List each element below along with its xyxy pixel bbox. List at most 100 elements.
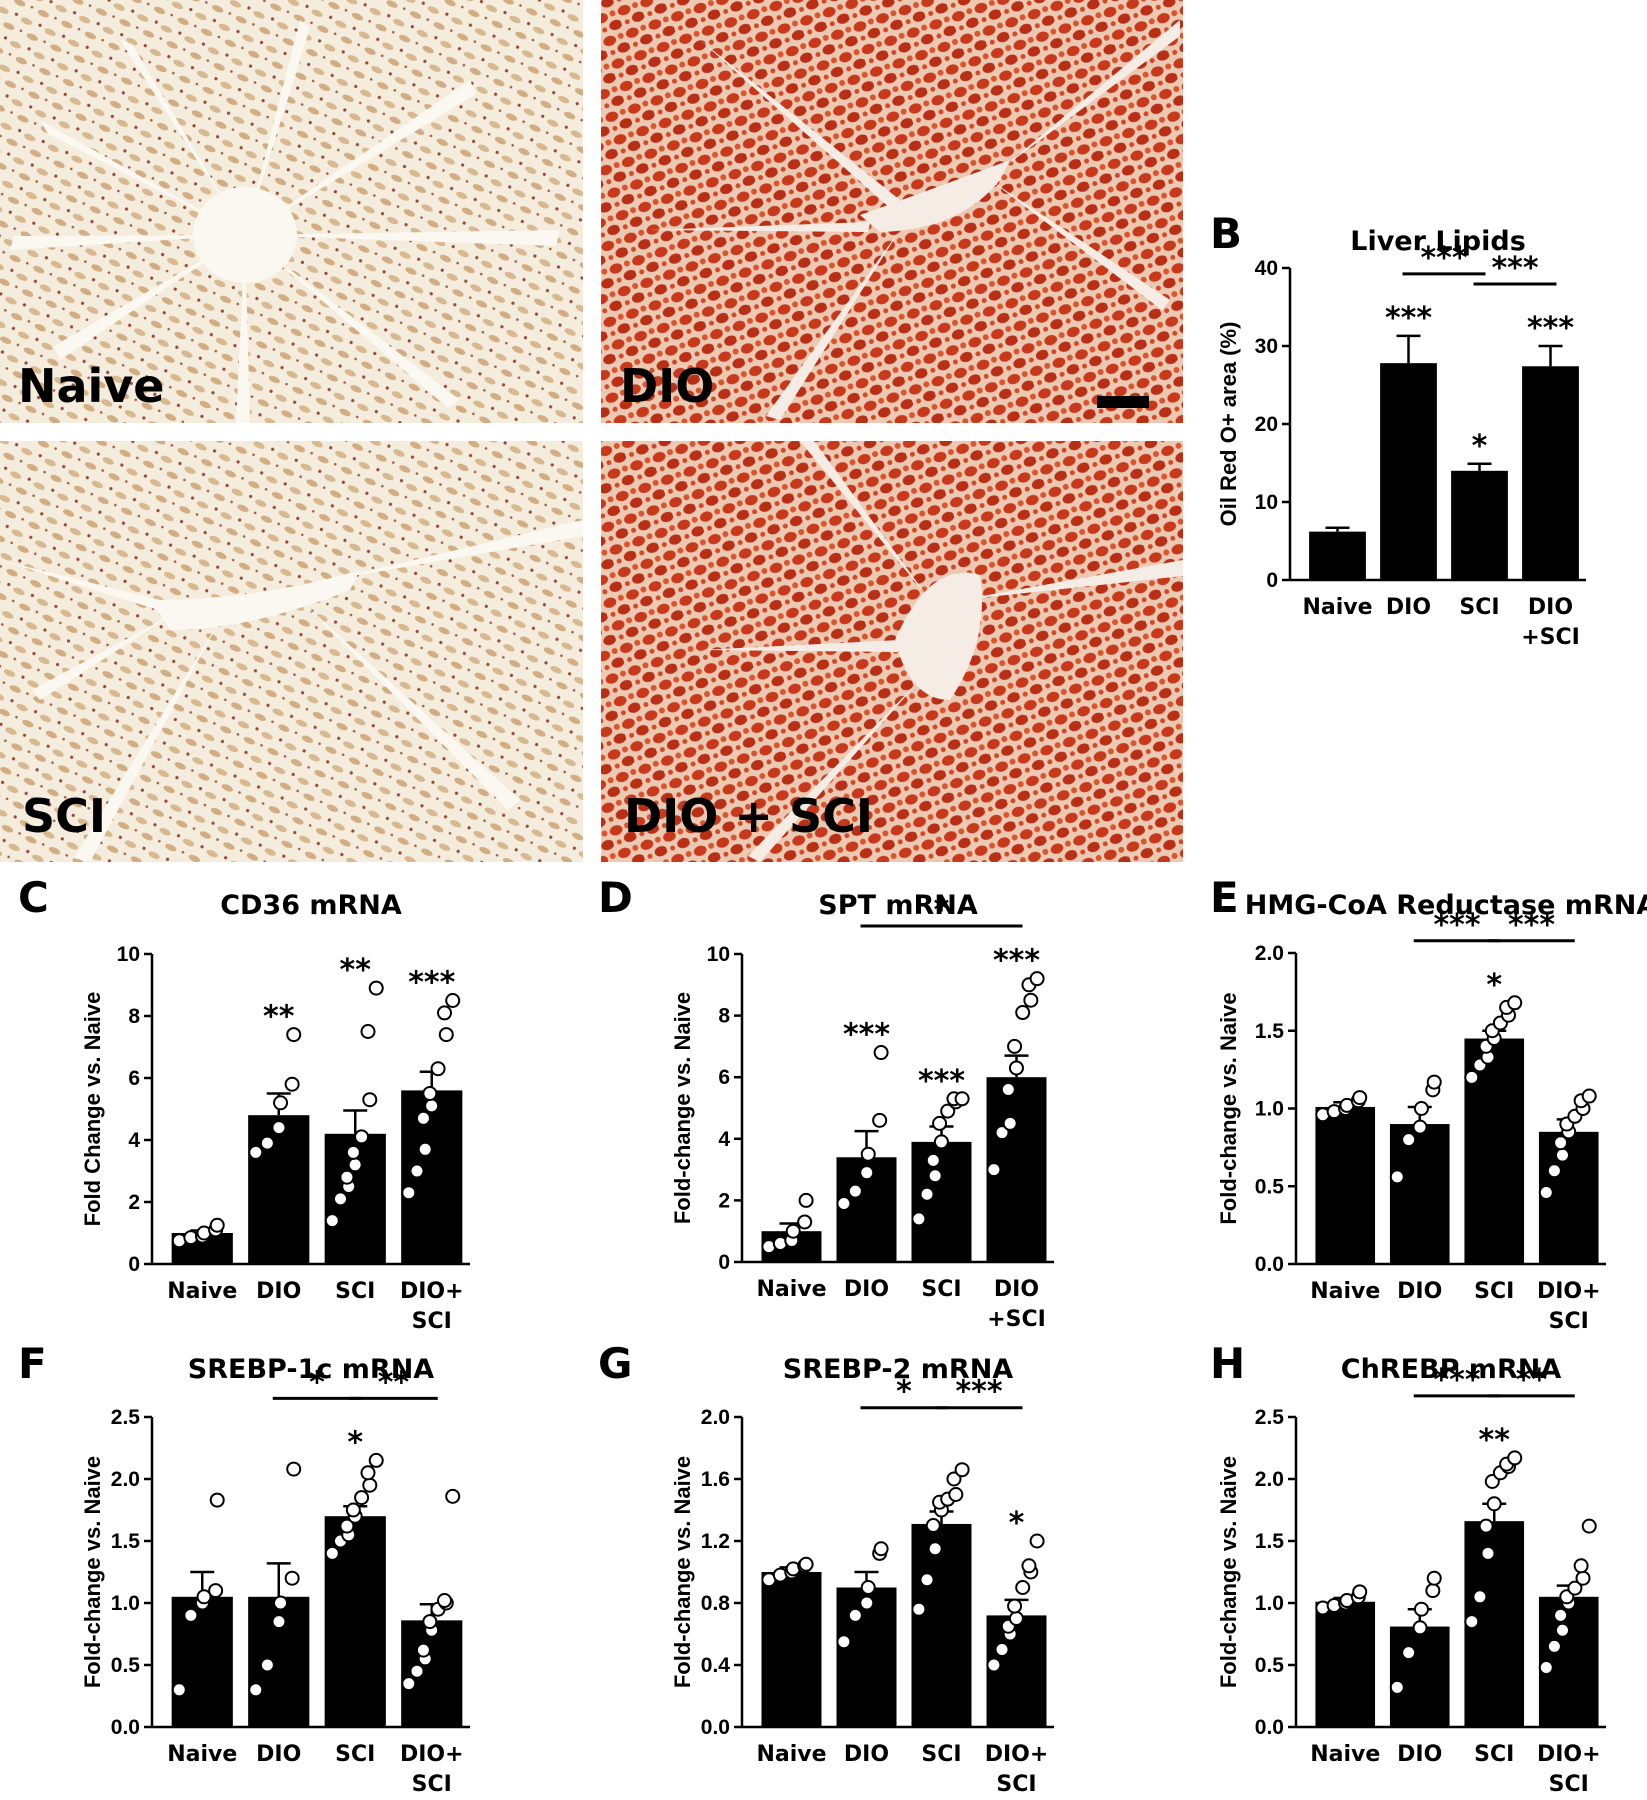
category-label: Naive [1310, 1742, 1380, 1767]
bar [911, 1141, 972, 1262]
data-point [401, 1676, 417, 1692]
chart-panel-c: C CD36 mRNA Fold Change vs. Naive 0 2 4 6 8 10 Na… [18, 873, 470, 1334]
data-point [347, 1157, 363, 1173]
data-point [932, 1115, 948, 1131]
category-label: SCI [1549, 1309, 1589, 1334]
chart-panel-f: F SREBP-1c mRNA Fold-change vs. Naive 0.0 0.… [18, 1339, 470, 1797]
data-point [860, 1146, 876, 1162]
chart-title: SPT mRNA [818, 890, 978, 921]
data-point [409, 1663, 425, 1679]
chart-panel-d: D SPT mRNA Fold-change vs. Naive 0 2 4 6 8 10 Nai… [598, 873, 1054, 1332]
data-point [324, 1213, 340, 1229]
y-axis-label: Fold Change vs. Naive [80, 992, 105, 1227]
data-point [345, 1502, 361, 1518]
panel-letter: F [18, 1339, 47, 1388]
data-point [873, 1541, 889, 1557]
data-point [445, 993, 461, 1008]
data-point [339, 1169, 355, 1185]
panel-letter: C [18, 873, 49, 922]
data-point [1553, 1607, 1569, 1623]
category-label: DIO [1397, 1742, 1442, 1767]
data-point [927, 1168, 943, 1184]
data-point [271, 1614, 287, 1630]
data-point [409, 1163, 425, 1179]
data-point [259, 1135, 275, 1151]
data-point [345, 1144, 361, 1160]
significance-stars: ** [263, 1000, 295, 1035]
panel-letter: B [1210, 209, 1242, 258]
data-point [919, 1186, 935, 1202]
comparison-stars: *** [1433, 1363, 1480, 1398]
data-point [1015, 1580, 1031, 1595]
data-point [362, 1092, 378, 1108]
data-point [1546, 1638, 1562, 1654]
y-axis-label: Fold-change vs. Naive [1216, 1456, 1241, 1688]
data-point [1425, 1583, 1441, 1599]
data-point [1575, 1570, 1591, 1586]
y-tick-label: 4 [718, 1128, 730, 1151]
data-point [1029, 1533, 1045, 1549]
data-point [196, 1589, 212, 1605]
category-label: DIO [1397, 1279, 1442, 1304]
data-point [847, 1607, 863, 1623]
data-point [354, 1129, 370, 1145]
category-label: DIO+ [400, 1742, 464, 1767]
y-tick-label: 6 [128, 1067, 140, 1090]
y-tick-label: 2.5 [1255, 1406, 1285, 1429]
panel-a: A Naive DIO SCI [0, 0, 1183, 862]
y-axis-label: Fold-change vs. Naive [80, 1456, 105, 1688]
micrograph-label: DIO + SCI [624, 789, 873, 843]
significance-stars: ** [340, 953, 372, 988]
significance-stars: * [1486, 968, 1502, 1003]
y-tick-label: 8 [718, 1005, 730, 1028]
y-tick-label: 1.6 [701, 1468, 730, 1491]
y-tick-label: 2.0 [1255, 1468, 1284, 1491]
y-tick-label: 1.2 [701, 1530, 730, 1553]
micrograph-dio-sci: DIO + SCI [601, 441, 1183, 862]
data-point [273, 1595, 289, 1611]
chart-title: HMG-CoA Reductase mRNA [1245, 890, 1647, 921]
data-point [1007, 1598, 1023, 1614]
data-point [1000, 1082, 1016, 1098]
significance-stars: * [1009, 1506, 1025, 1541]
data-point [860, 1580, 876, 1595]
data-point [284, 1076, 300, 1092]
data-point [368, 1452, 384, 1468]
data-point [1008, 1611, 1024, 1626]
category-label: Naive [1302, 595, 1372, 620]
y-tick-label: 0.0 [701, 1716, 730, 1739]
y-tick-label: 2 [128, 1191, 140, 1214]
data-point [360, 1465, 376, 1481]
comparison-stars: *** [1420, 241, 1467, 276]
category-label: SCI [335, 1742, 375, 1767]
data-point [1389, 1679, 1405, 1695]
data-point [1581, 1088, 1597, 1104]
micrograph-naive: Naive [0, 0, 583, 423]
y-tick-label: 2.0 [111, 1468, 140, 1491]
y-tick-label: 8 [128, 1005, 140, 1028]
comparison-stars: *** [1508, 908, 1555, 943]
y-tick-label: 0 [1266, 569, 1278, 592]
y-tick-label: 2.0 [1255, 942, 1284, 965]
data-point [248, 1682, 264, 1698]
y-axis-label: Oil Red O+ area (%) [1216, 322, 1241, 527]
data-point [422, 1086, 438, 1101]
category-label: DIO+ [1537, 1279, 1601, 1304]
data-point [422, 1614, 438, 1630]
data-point [1478, 1518, 1494, 1534]
category-label: SCI [412, 1309, 452, 1334]
y-tick-label: 1.5 [1255, 1020, 1285, 1043]
data-point [911, 1601, 927, 1617]
data-point [859, 1165, 875, 1181]
data-point [847, 1183, 863, 1199]
y-tick-label: 1.5 [1255, 1530, 1285, 1553]
panel-letter: E [1210, 873, 1239, 922]
data-point [836, 1195, 852, 1211]
data-point [1352, 1584, 1368, 1600]
significance-stars: ** [1479, 1423, 1511, 1458]
category-label: DIO+ [400, 1279, 464, 1304]
data-point [368, 980, 384, 996]
category-label: SCI [1474, 1742, 1514, 1767]
y-tick-label: 0 [718, 1251, 730, 1274]
